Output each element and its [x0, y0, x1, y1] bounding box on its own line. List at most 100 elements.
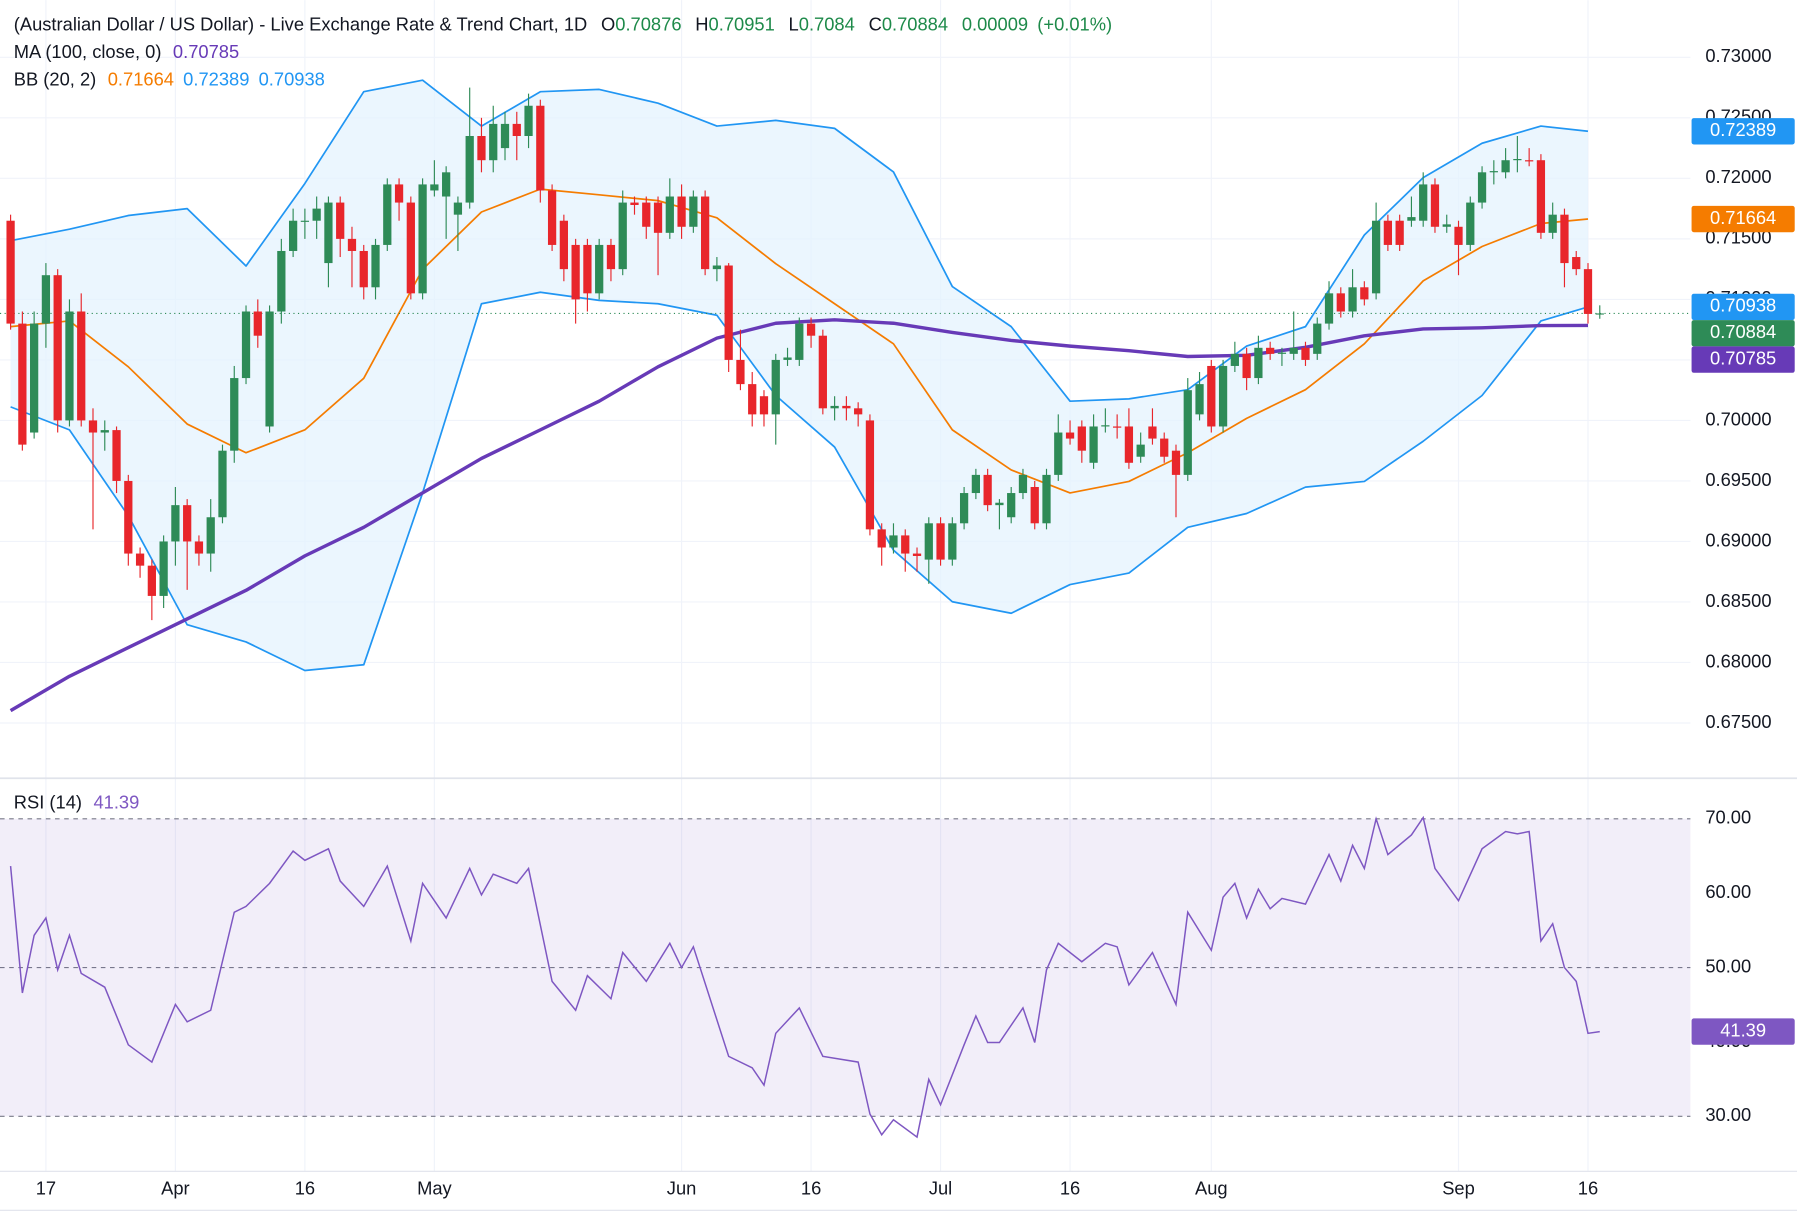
candle-body [1136, 444, 1145, 457]
candle-body [100, 430, 109, 433]
candle-body [1065, 432, 1075, 439]
candle-body [571, 244, 580, 300]
indicator-line [10, 188, 1589, 494]
candle-body [347, 238, 357, 251]
candle-body [536, 105, 545, 191]
candle-body [748, 384, 757, 415]
candle-body [406, 202, 415, 294]
candle-body [830, 405, 839, 409]
candle-body [795, 323, 804, 360]
price-tag [1691, 346, 1795, 373]
candle-body [1454, 226, 1463, 245]
candle-layer [6, 87, 1604, 621]
candle-body [618, 202, 627, 270]
candle-body [30, 323, 39, 433]
rsi-tag-label: 41.39 [1720, 1019, 1766, 1040]
candle-body [65, 311, 74, 421]
y-tick-label: 0.72000 [1705, 166, 1771, 187]
candle-body [983, 474, 992, 506]
candle-body [842, 405, 851, 409]
x-tick-label: Sep [1442, 1178, 1475, 1199]
candle-body [1301, 347, 1310, 360]
indicator-line [10, 79, 1589, 403]
candle-body [253, 311, 262, 336]
candle-body [1348, 287, 1357, 312]
candle-body [1489, 171, 1498, 173]
legend-value: 0.70938 [259, 68, 325, 89]
open-value: 0.70876 [615, 13, 681, 34]
bb-band [10, 80, 1589, 671]
candle-body [653, 202, 663, 233]
candle-body [712, 265, 722, 270]
candle-body [700, 196, 710, 270]
candle-body [112, 430, 121, 481]
candle-body [1007, 493, 1016, 518]
candle-body [1525, 160, 1534, 162]
price-tag [1691, 293, 1795, 321]
candle-body [1077, 426, 1086, 451]
candle-body [1277, 352, 1287, 354]
y-tick-label: 0.70000 [1705, 408, 1771, 429]
candle-body [1160, 438, 1169, 457]
candle-body [1560, 214, 1569, 264]
candle-body [736, 359, 745, 385]
legend-value: 41.39 [93, 791, 139, 812]
legend-name: BB (20, 2) [14, 68, 97, 89]
candle-body [877, 529, 886, 548]
candle-body [559, 220, 568, 270]
low-label: L [789, 13, 799, 34]
high-value: 0.70951 [709, 13, 775, 34]
price-tag [1691, 320, 1795, 347]
candle-body [865, 420, 875, 530]
candle-body [1089, 426, 1098, 463]
low-value: 0.7084 [799, 13, 855, 34]
price-tag-label: 0.70785 [1710, 347, 1776, 368]
candle-body [394, 184, 404, 203]
price-tag [1691, 205, 1795, 233]
candle-body [1113, 426, 1122, 428]
candle-body [924, 523, 933, 560]
candle-body [971, 474, 981, 494]
candle-body [1254, 347, 1263, 379]
candle-body [1430, 184, 1440, 227]
candle-body [1371, 220, 1381, 294]
legend-value: 0.72389 [183, 68, 249, 89]
rsi-tick-label: 60.00 [1705, 881, 1751, 902]
x-tick-label: Aug [1195, 1178, 1228, 1199]
candle-body [442, 172, 451, 197]
header: (Australian Dollar / US Dollar) - Live E… [14, 13, 1112, 34]
candle-body [1148, 426, 1157, 439]
candle-body [383, 184, 392, 245]
candle-body [1313, 323, 1322, 354]
candle-body [1207, 365, 1216, 427]
candle-body [1395, 220, 1404, 245]
high-label: H [695, 13, 708, 34]
legend-value: 0.71664 [108, 68, 174, 89]
close-value: 0.70884 [882, 13, 948, 34]
x-tick-label: May [417, 1178, 452, 1199]
x-tick-label: Apr [161, 1178, 190, 1199]
price-tag-label: 0.70884 [1710, 321, 1776, 342]
candle-body [1195, 384, 1204, 415]
candle-body [218, 450, 227, 518]
candle-body [336, 202, 345, 239]
legend-bb: BB (20, 2) 0.71664 0.72389 0.70938 [14, 68, 325, 89]
indicator-line [9, 318, 1589, 713]
candle-body [889, 535, 898, 548]
candle-body [159, 541, 168, 596]
candle-body [6, 220, 15, 324]
candle-body [595, 244, 604, 294]
legend-rsi: RSI (14) 41.39 [14, 791, 140, 812]
candle-body [759, 396, 769, 415]
candle-body [241, 311, 251, 379]
candle-body [453, 202, 463, 215]
candle-body [88, 420, 98, 433]
y-tick-label: 0.69000 [1705, 529, 1771, 550]
candle-body [1383, 220, 1393, 245]
candle-body [1183, 390, 1192, 475]
candle-body [500, 123, 510, 149]
candle-body [724, 265, 733, 360]
candle-body [783, 357, 792, 360]
